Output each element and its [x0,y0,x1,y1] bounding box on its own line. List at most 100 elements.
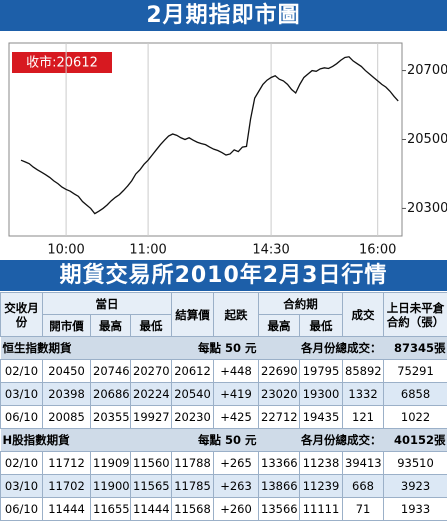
cell: +419 [213,382,260,406]
cell: 11239 [299,474,344,498]
cell: 71 [342,497,385,521]
cell: 02/10 [0,359,43,383]
data-row: 06/10 11444 11655 11444 11568 +260 13566 11111 7… [0,497,447,521]
header-cell: 最高 [258,314,301,337]
cell: 11560 [129,451,173,475]
cell: 20540 [171,382,215,406]
chart: 收市:20612 20300 20500 20700 10:00 11:00 14:30 1… [8,42,447,258]
annotation-box [12,52,112,73]
cell: 75291 [383,359,447,383]
cell: 06/10 [0,405,43,429]
cell: 20224 [129,382,173,406]
y-tick-label: 20300 [407,201,447,216]
cell: 39413 [342,451,385,475]
cell: 11655 [90,497,131,521]
x-tick-label: 16:00 [359,243,396,258]
annotation: 收市:20612 [26,55,98,71]
cell: 20686 [90,382,131,406]
cell: 11111 [299,497,344,521]
cell: 11785 [171,474,215,498]
cell: 20085 [42,405,91,429]
section-total: 40152張 [383,428,447,452]
cell: 13866 [258,474,301,498]
cell: 11565 [129,474,173,498]
cell: +265 [213,451,260,475]
cell: 20230 [171,405,215,429]
cell: 13366 [258,451,301,475]
cell: 19795 [299,359,344,383]
cell: 3923 [383,474,447,498]
data-row: 02/10 20450 20746 20270 20612 +448 22690 19795 8… [0,359,447,383]
cell: 11788 [171,451,215,475]
price-line [20,56,399,215]
section-total: 87345張 [383,336,447,360]
plot-frame [8,42,403,237]
cell: 19927 [129,405,173,429]
chart-title: 2月期指即市圖 [0,0,447,31]
data-row: 02/10 11712 11909 11560 11788 +265 13366 11238 3… [0,451,447,475]
section-unit: 每點 50 元 [171,336,259,360]
x-tick-label: 14:30 [252,243,289,258]
cell: 20270 [129,359,173,383]
header-cell: 起跌 [213,292,260,337]
header-cell: 結算價 [171,292,215,337]
cell: 11444 [42,497,91,521]
cell: 19435 [299,405,344,429]
header-cell: 上日未平倉合約（張） [383,292,447,337]
section-row: H股指數期貨 每點 50 元各月份總成交： 40152張 [0,428,447,452]
cell: 20398 [42,382,91,406]
section-total-label: 各月份總成交： [258,428,384,452]
cell: 13566 [258,497,301,521]
cell: 20746 [90,359,131,383]
cell: 20612 [171,359,215,383]
cell: 03/10 [0,474,43,498]
data-row: 03/10 11702 11900 11565 11785 +263 13866 11239 6… [0,474,447,498]
cell: 20355 [90,405,131,429]
cell: 1022 [383,405,447,429]
section-name: H股指數期貨 [0,428,172,452]
cell: 93510 [383,451,447,475]
section-row: 恒生指數期貨 每點 50 元各月份總成交： 87345張 [0,336,447,360]
cell: 1332 [342,382,385,406]
cell: 1933 [383,497,447,521]
cell: 121 [342,405,385,429]
header-cell: 成交 [342,292,385,337]
cell: +260 [213,497,260,521]
header-cell: 最低 [129,314,173,337]
cell: 11702 [42,474,91,498]
cell: 23020 [258,382,301,406]
cell: +425 [213,405,260,429]
cell: 668 [342,474,385,498]
header-cell: 開市價 [42,314,91,337]
section-total-label: 各月份總成交： [258,336,384,360]
cell: 11568 [171,497,215,521]
cell: 19300 [299,382,344,406]
quote-table: 交收月份 當日 結算價 起跌 合約期 成交 上日未平倉合約（張） 開市價 最高 … [0,292,447,521]
cell: 85892 [342,359,385,383]
header-cell: 交收月份 [0,292,43,337]
header-cell: 合約期 [258,292,344,315]
x-tick-label: 10:00 [47,243,84,258]
cell: +448 [213,359,260,383]
cell: 11712 [42,451,91,475]
cell: 02/10 [0,451,43,475]
cell: 22690 [258,359,301,383]
cell: 6858 [383,382,447,406]
cell: 06/10 [0,497,43,521]
section-name: 恒生指數期貨 [0,336,172,360]
cell: 11444 [129,497,173,521]
table-title: 期貨交易所2010年2月3日行情 [0,260,447,291]
cell: 11238 [299,451,344,475]
data-row: 03/10 20398 20686 20224 20540 +419 23020 19300 1… [0,382,447,406]
cell: 20450 [42,359,91,383]
header-cell: 最高 [90,314,131,337]
cell: 11909 [90,451,131,475]
section-unit: 每點 50 元 [171,428,259,452]
cell: 03/10 [0,382,43,406]
data-row: 06/10 20085 20355 19927 20230 +425 22712 19435 1… [0,405,447,429]
cell: 11900 [90,474,131,498]
x-tick-label: 11:00 [129,243,166,258]
y-tick-label: 20700 [407,63,447,78]
cell: +263 [213,474,260,498]
